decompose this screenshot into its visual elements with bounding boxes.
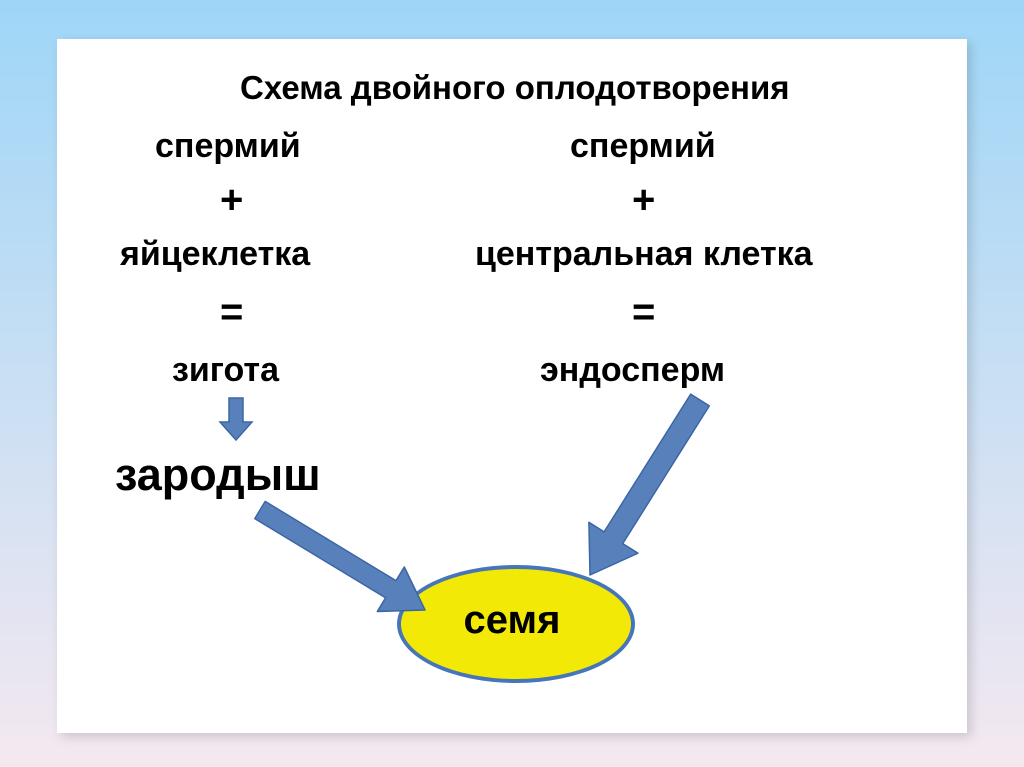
- arrow-embryo-to-seed: [204, 454, 481, 666]
- arrow-endosperm-to-seed: [528, 338, 762, 637]
- diagram-title: Схема двойного оплодотворения: [240, 70, 790, 106]
- left-zygote-label: зигота: [172, 352, 279, 389]
- left-equals-symbol: =: [220, 290, 243, 334]
- right-plus-symbol: +: [632, 178, 655, 222]
- page-root: Схема двойного оплодотворения спермий + …: [0, 0, 1024, 767]
- left-sperm-label: спермий: [155, 128, 301, 165]
- left-plus-symbol: +: [220, 178, 243, 222]
- left-egg-label: яйцеклетка: [120, 236, 310, 273]
- right-central-label: центральная клетка: [475, 236, 813, 273]
- right-sperm-label: спермий: [570, 128, 716, 165]
- right-equals-symbol: =: [632, 290, 655, 334]
- arrow-zygote-to-embryo: [220, 398, 252, 440]
- content-panel: Схема двойного оплодотворения спермий + …: [57, 39, 967, 733]
